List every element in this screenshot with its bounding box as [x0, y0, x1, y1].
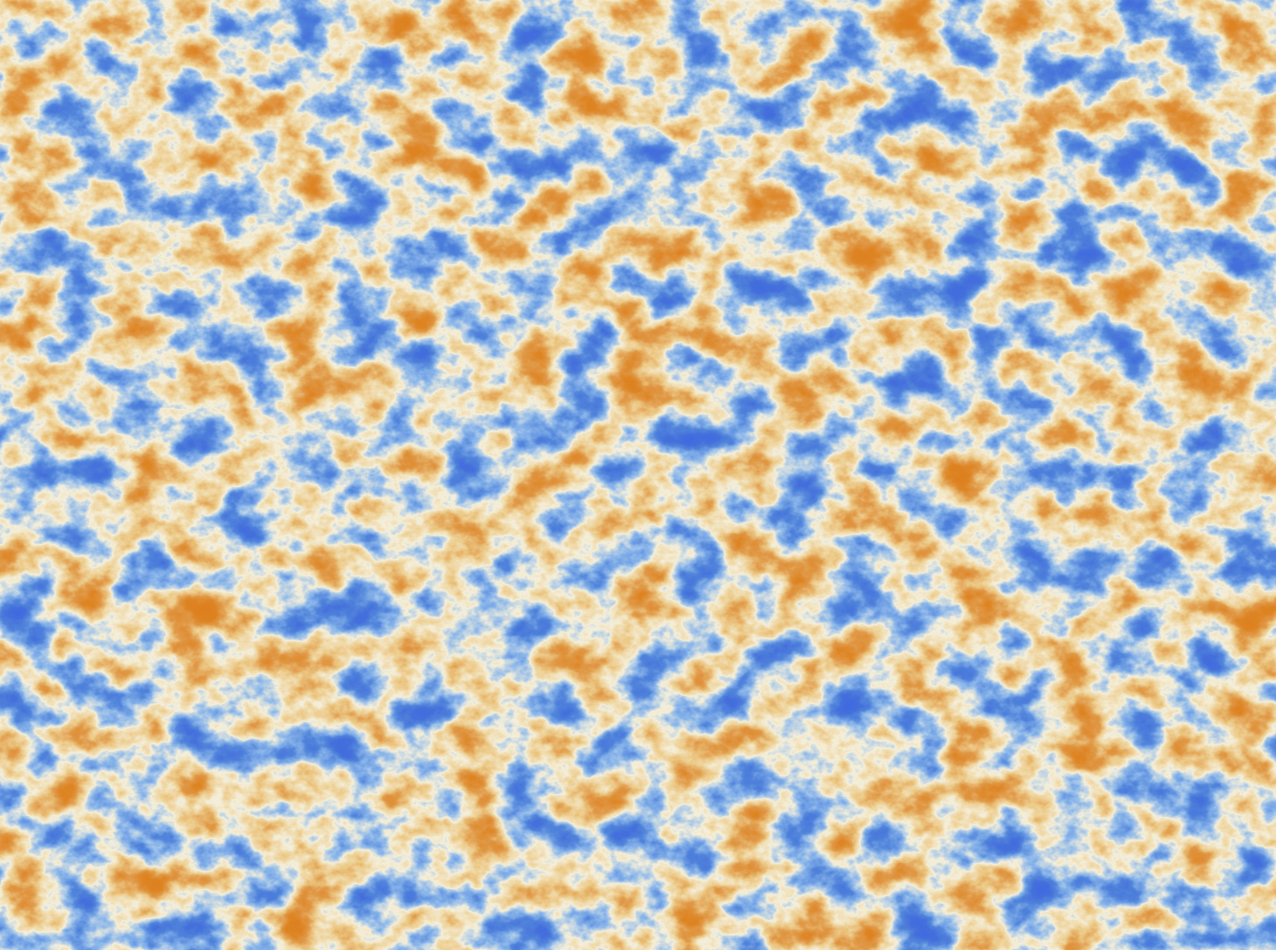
texture-tile	[655, 15, 938, 298]
tiles	[19, 15, 1257, 931]
texture-tile	[19, 332, 302, 615]
texture-tile	[974, 332, 1257, 615]
texture-tile	[337, 332, 620, 615]
texture-tile	[19, 648, 302, 931]
texture-tile	[974, 15, 1257, 298]
texture-tile	[19, 15, 302, 298]
texture-tile	[337, 15, 620, 298]
texture-tile	[655, 648, 938, 931]
texture-tile	[974, 648, 1257, 931]
texture-tile	[337, 648, 620, 931]
texture-tile	[655, 332, 938, 615]
